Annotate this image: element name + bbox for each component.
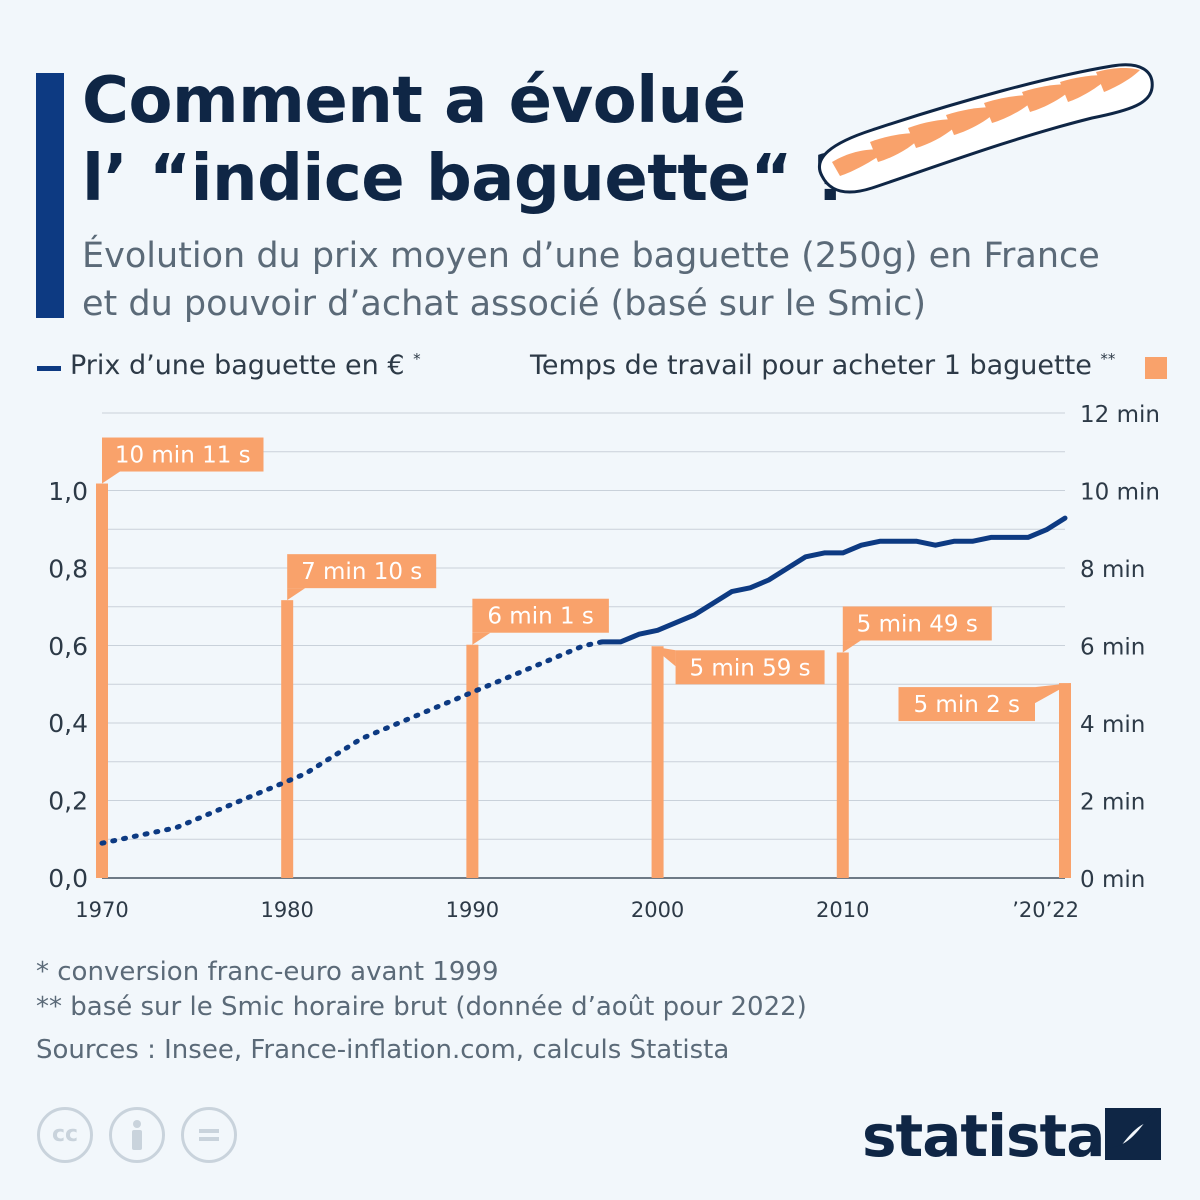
right-tick-label: 4 min xyxy=(1080,712,1145,738)
left-tick-label: 0,0 xyxy=(48,864,88,893)
x-tick-label: ’20’22 xyxy=(1012,898,1079,922)
data-label: 7 min 10 s xyxy=(301,559,422,585)
callout-box xyxy=(102,437,264,472)
legend-time-swatch xyxy=(1145,357,1167,379)
right-tick-label: 0 min xyxy=(1080,867,1145,893)
price-line-dotted xyxy=(99,639,605,846)
legend-time: Temps de travail pour acheter 1 baguette… xyxy=(530,350,1115,381)
page-title: Comment a évolué l’ “indice baguette“ ? xyxy=(82,62,851,218)
legend-price-mark: * xyxy=(413,350,421,368)
right-tick-label: 12 min xyxy=(1080,402,1160,428)
x-tick-label: 1970 xyxy=(75,898,128,922)
x-tick-label: 1990 xyxy=(446,898,499,922)
callout-tail xyxy=(842,640,861,653)
callout-tail xyxy=(287,588,306,601)
attribution-icon xyxy=(109,1107,165,1163)
left-tick-label: 0,6 xyxy=(48,632,88,661)
left-tick-label: 0,8 xyxy=(48,554,88,583)
data-label: 5 min 49 s xyxy=(857,611,978,637)
legend-price-label: Prix d’une baguette en € xyxy=(70,350,405,381)
callout-tail xyxy=(102,471,120,484)
subtitle: Évolution du prix moyen d’une baguette (… xyxy=(82,232,1162,328)
x-tick-label: 2010 xyxy=(816,898,869,922)
legend-price: Prix d’une baguette en € * xyxy=(70,350,421,381)
baguette-icon xyxy=(818,63,1154,194)
legend-time-label: Temps de travail pour acheter 1 baguette xyxy=(530,350,1092,381)
callout-tail xyxy=(651,646,676,667)
callout-box xyxy=(472,598,609,633)
right-tick-label: 8 min xyxy=(1080,557,1145,583)
title-accent-bar xyxy=(36,73,64,318)
data-label: 5 min 2 s xyxy=(913,692,1020,718)
legend-time-mark: ** xyxy=(1100,350,1116,368)
footnote-1: * conversion franc-euro avant 1999 xyxy=(36,957,499,987)
right-tick-label: 2 min xyxy=(1080,790,1145,816)
chart: 0,0 0,2 0,4 0,6 0,8 1,0 0 min 2 min 4 min 6 min 8 … xyxy=(48,402,1160,922)
title-line-1: Comment a évolué xyxy=(82,64,746,138)
time-bar xyxy=(466,644,479,878)
callout-tail xyxy=(472,632,491,645)
callout-box xyxy=(675,650,825,685)
statista-brand: statista xyxy=(862,1102,1105,1170)
no-derivatives-icon xyxy=(181,1107,237,1163)
left-tick-label: 0,4 xyxy=(48,709,88,738)
subtitle-line-2: et du pouvoir d’achat associé (basé sur … xyxy=(82,284,927,324)
legend-price-swatch xyxy=(37,366,61,371)
time-bar xyxy=(836,652,849,878)
time-bar xyxy=(281,600,294,878)
creative-commons-icon: cc xyxy=(37,1107,93,1163)
price-line-solid xyxy=(599,515,1068,645)
left-tick-label: 0,2 xyxy=(48,787,88,816)
footnote-2: ** basé sur le Smic horaire brut (donnée… xyxy=(36,992,807,1022)
callout-tail xyxy=(1035,683,1071,704)
x-tick-label: 1980 xyxy=(260,898,313,922)
left-tick-label: 1,0 xyxy=(48,477,88,506)
title-line-2: l’ “indice baguette“ ? xyxy=(82,142,851,216)
callout-box xyxy=(842,606,992,641)
time-bar xyxy=(96,483,108,878)
callout-box xyxy=(898,687,1035,722)
data-label: 5 min 59 s xyxy=(689,655,810,681)
right-tick-label: 10 min xyxy=(1080,480,1160,506)
data-label: 6 min 1 s xyxy=(487,604,594,630)
callout-box xyxy=(287,554,437,589)
data-label: 10 min 11 s xyxy=(115,443,251,469)
time-bar xyxy=(1059,683,1071,878)
statista-logo-icon xyxy=(1105,1108,1161,1160)
subtitle-line-1: Évolution du prix moyen d’une baguette (… xyxy=(82,236,1100,276)
time-bar xyxy=(651,646,664,878)
right-tick-label: 6 min xyxy=(1080,635,1145,661)
sources: Sources : Insee, France-inflation.com, c… xyxy=(36,1035,730,1065)
x-tick-label: 2000 xyxy=(631,898,684,922)
